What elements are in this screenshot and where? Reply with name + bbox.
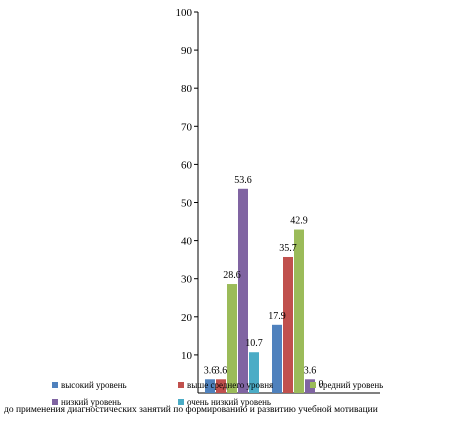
- y-tick-label: 30: [181, 274, 193, 286]
- bar: [238, 188, 248, 393]
- y-tick-label: 50: [181, 198, 193, 210]
- legend: высокий уровень выше среднего уровня средн…: [52, 380, 383, 407]
- bar: [294, 229, 304, 393]
- data-label: 53.6: [234, 175, 252, 186]
- bar: [272, 324, 282, 393]
- legend-label: высокий уровень: [61, 380, 127, 390]
- legend-swatch: [52, 382, 58, 388]
- bar: [249, 352, 259, 393]
- data-label: 35.7: [279, 243, 297, 254]
- bar: [205, 379, 215, 393]
- bar: [283, 256, 293, 393]
- y-axis-ticks: 10 20 30 40 50 60 70 80 90 100: [176, 7, 198, 362]
- data-label: 42.9: [290, 216, 308, 227]
- data-label: 28.6: [223, 270, 241, 281]
- data-label: 10.7: [245, 338, 263, 349]
- legend-swatch: [52, 399, 58, 405]
- data-label: 3.6: [215, 365, 228, 376]
- bar: [216, 379, 226, 393]
- legend-label: средний уровень: [319, 380, 383, 390]
- y-tick-label: 90: [181, 45, 193, 57]
- data-label: 3.6: [204, 365, 217, 376]
- legend-label: выше среднего уровня: [187, 380, 273, 390]
- bar: [227, 284, 237, 393]
- data-label: 0: [319, 379, 324, 390]
- y-tick-label: 10: [181, 350, 193, 362]
- y-tick-label: 60: [181, 159, 193, 171]
- y-tick-label: 70: [181, 121, 193, 133]
- legend-swatch: [310, 382, 316, 388]
- y-tick-label: 40: [181, 236, 193, 248]
- y-tick-label: 100: [176, 7, 193, 19]
- chart-caption: до применения диагностических занятий по…: [4, 404, 378, 415]
- legend-label: низкий уровень: [61, 397, 121, 407]
- data-labels: 3.63.628.653.610.717.935.742.93.60: [204, 175, 324, 390]
- legend-swatch: [178, 382, 184, 388]
- legend-label: очень низкий уровень: [187, 397, 271, 407]
- data-label: 17.9: [268, 311, 286, 322]
- data-label: 3.6: [304, 365, 317, 376]
- legend-swatch: [178, 399, 184, 405]
- y-tick-label: 20: [181, 312, 193, 324]
- y-tick-label: 80: [181, 83, 193, 95]
